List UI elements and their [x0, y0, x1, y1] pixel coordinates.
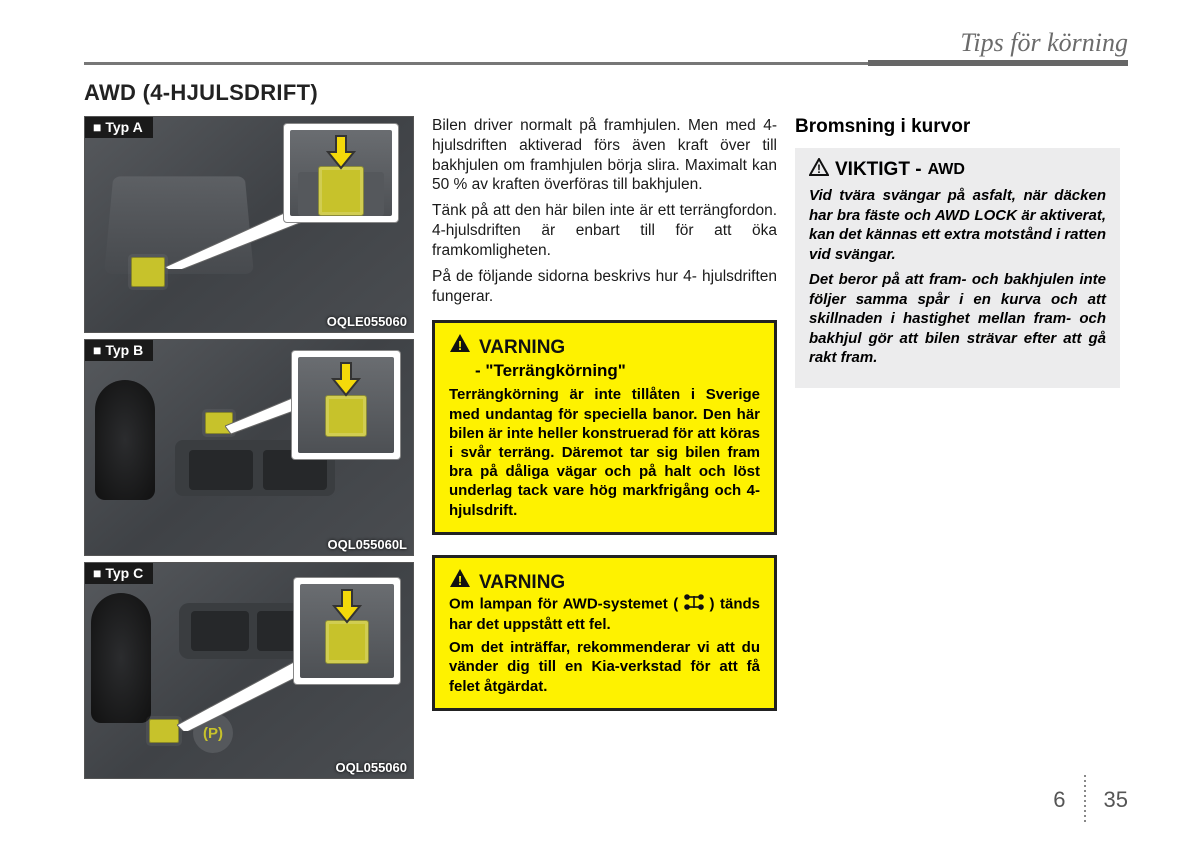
note-box: ! VIKTIGT - AWD Vid tvära svängar på asf… — [795, 148, 1120, 388]
figure-a: Typ A OQLE055060 — [84, 116, 414, 333]
callout — [293, 577, 401, 685]
awd-axle-icon — [684, 594, 704, 615]
figure-tag: Typ B — [85, 340, 153, 361]
warning-subtitle: - "Terrängkörning" — [475, 361, 760, 381]
running-title: Tips för körning — [960, 28, 1128, 58]
warning-box: ! VARNING - "Terrängkörning" Terrängkörn… — [432, 320, 777, 534]
figure-code: OQLE055060 — [327, 314, 407, 329]
page-footer: 6 35 — [1053, 775, 1128, 825]
note-suffix: AWD — [928, 161, 965, 179]
center-column: Bilen driver normalt på framhjulen. Men … — [432, 80, 777, 779]
callout — [283, 123, 399, 223]
subsection-title: Bromsning i kurvor — [795, 116, 1120, 138]
section-title: AWD (4-HJULSDRIFT) — [84, 80, 414, 106]
note-title: VIKTIGT - — [835, 159, 922, 181]
body-text: Bilen driver normalt på framhjulen. Men … — [432, 116, 777, 306]
svg-text:!: ! — [458, 573, 462, 588]
warning-title: VARNING — [479, 337, 565, 359]
warning-text: Om lampan för AWD-systemet ( — [449, 595, 678, 612]
paragraph: Bilen driver normalt på framhjulen. Men … — [432, 116, 777, 195]
figure-tag: Typ C — [85, 563, 153, 584]
svg-text:!: ! — [458, 338, 462, 353]
figure-c: Typ C (P) — [84, 562, 414, 779]
chapter-number: 6 — [1053, 787, 1065, 813]
arrow-down-icon — [326, 134, 356, 172]
arrow-down-icon — [331, 361, 361, 399]
footer-separator — [1084, 775, 1086, 825]
warning-heading: ! VARNING — [449, 568, 760, 594]
warning-box: ! VARNING Om lampan för AWD-systemet ( — [432, 555, 777, 711]
figure-code: OQL055060 — [335, 760, 407, 775]
caution-triangle-icon: ! — [809, 158, 829, 182]
right-column: Bromsning i kurvor ! VIKTIGT - AWD Vid t… — [795, 80, 1120, 779]
left-column: AWD (4-HJULSDRIFT) Typ A — [84, 80, 414, 779]
warning-heading: ! VARNING — [449, 333, 760, 359]
warning-triangle-icon: ! — [449, 568, 471, 588]
paragraph: Tänk på att den här bilen inte är ett te… — [432, 201, 777, 260]
page-number: 35 — [1104, 787, 1128, 813]
warning-title: VARNING — [479, 572, 565, 594]
warning-text: Om det inträffar, rekommenderar vi att d… — [449, 638, 760, 696]
note-heading: ! VIKTIGT - AWD — [809, 158, 1106, 182]
svg-text:!: ! — [817, 162, 821, 176]
callout — [291, 350, 401, 460]
note-body: Vid tvära svängar på asfalt, när däcken … — [809, 186, 1106, 368]
paragraph: På de följande sidorna beskrivs hur 4- h… — [432, 267, 777, 307]
header-rule-accent — [868, 60, 1128, 66]
warning-body: Terrängkörning är inte tillåten i Sverig… — [449, 385, 760, 519]
warning-body: Om lampan för AWD-systemet ( ) tänds har… — [449, 594, 760, 696]
paragraph: Vid tvära svängar på asfalt, när däcken … — [809, 186, 1106, 264]
warning-triangle-icon: ! — [449, 333, 471, 353]
figure-tag: Typ A — [85, 117, 153, 138]
figure-b: Typ B OQL055060L — [84, 339, 414, 556]
figure-code: OQL055060L — [328, 537, 408, 552]
paragraph: Det beror på att fram- och bakhjulen int… — [809, 270, 1106, 368]
arrow-down-icon — [332, 588, 362, 626]
figure-stack: Typ A OQLE055060 — [84, 116, 414, 779]
